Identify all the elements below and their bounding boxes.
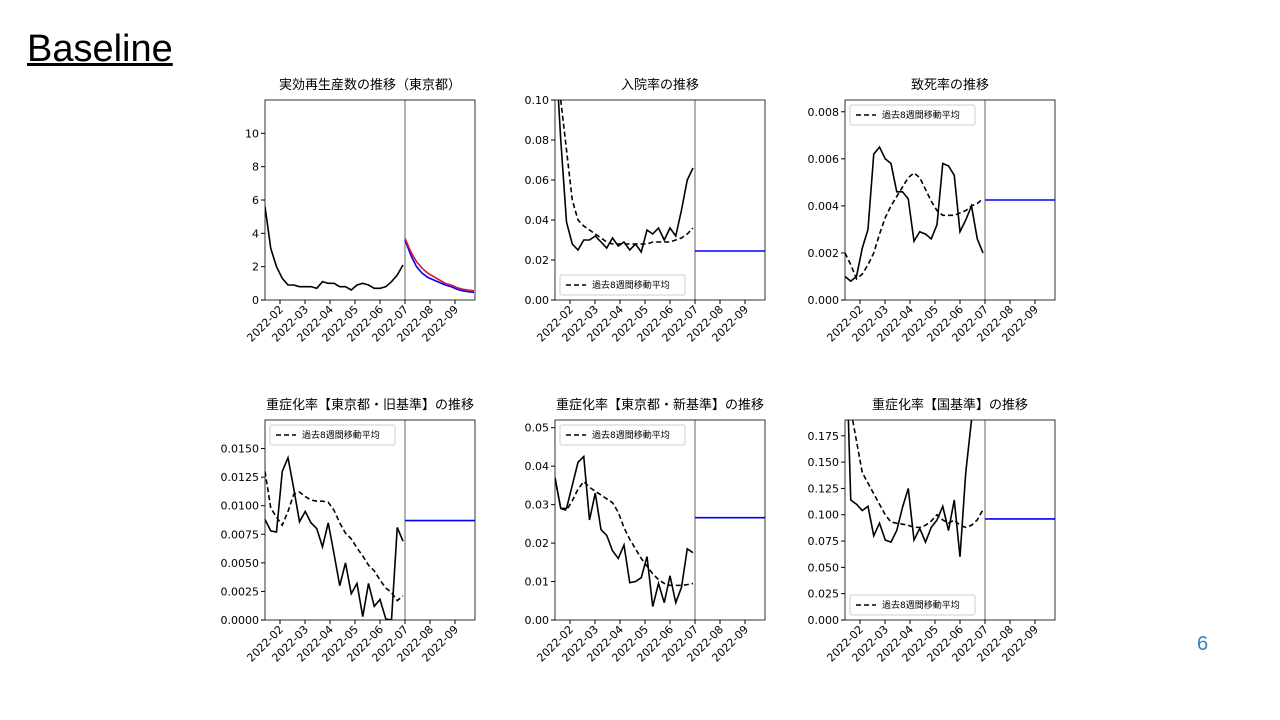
legend: 過去8週間移動平均 [559,424,686,446]
legend-box [269,424,396,446]
y-tick-label: 0.06 [525,174,550,187]
y-tick-label: 0.175 [808,430,840,443]
chart-title: 重症化率【東京都・新基準】の推移 [556,397,764,413]
series-line [847,420,973,557]
legend: 過去8週間移動平均 [269,424,396,446]
legend-label: 過去8週間移動平均 [882,599,960,611]
legend: 過去8週間移動平均 [849,104,976,126]
chart-panel: 重症化率【東京都・新基準】の推移 0.00 0.01 0.02 0.03 0.04 0.05… [525,397,766,665]
plot-area [557,100,765,254]
y-tick-label: 0.008 [808,106,840,119]
plot-frame [844,419,1056,621]
plot-frame [554,99,766,301]
y-tick-label: 0.000 [808,294,840,307]
series-line [555,477,694,587]
legend-box [849,594,976,616]
series-line [404,238,475,292]
y-tick-label: 0.150 [808,456,840,469]
page-number: 6 [1197,633,1209,655]
y-tick-label: 0.0025 [221,585,260,598]
y-tick-label: 0.04 [525,214,550,227]
plot-area [845,145,1055,283]
y-tick-label: 0.00 [525,294,550,307]
chart-panel: 致死率の推移0.0000.0020.0040.0060.0082022-0220… [808,77,1056,345]
chart-panel: 入院率の推移0.000.020.040.060.080.102022-02202… [525,77,766,345]
slide-title: Baseline [27,28,173,70]
y-tick-label: 0.050 [808,561,840,574]
plot-frame [554,419,766,621]
legend: 過去8週間移動平均 [559,274,686,296]
y-tick-label: 6 [252,194,259,207]
series-line [404,239,475,294]
y-tick-label: 0.05 [525,422,550,435]
y-tick-label: 0.100 [808,509,840,522]
series-line [559,100,694,245]
plot-area [265,454,475,620]
legend-label: 過去8週間移動平均 [302,429,380,441]
chart-title: 入院率の推移 [621,77,699,93]
y-tick-label: 0.004 [808,200,840,213]
y-tick-label: 0.02 [525,254,550,267]
y-tick-label: 0.006 [808,153,840,166]
legend-label: 過去8週間移動平均 [592,279,670,291]
y-tick-label: 4 [252,227,259,240]
series-line [555,454,694,607]
chart-title: 実効再生産数の推移（東京都） [279,77,461,93]
y-tick-label: 0.08 [525,134,550,147]
y-tick-label: 8 [252,161,259,174]
chart-panel: 重症化率【国基準】の推移 0.000 0.025 0.050 0.075 0.100 0.1… [808,397,1056,665]
y-tick-label: 0.002 [808,247,840,260]
plot-area [847,420,1055,557]
chart-title: 重症化率【東京都・旧基準】の推移 [266,397,474,413]
y-tick-label: 0.0100 [221,500,260,513]
plot-frame [844,99,1056,301]
y-tick-label: 0.03 [525,499,550,512]
y-tick-label: 0.025 [808,588,840,601]
series-line [265,206,404,291]
series-line [845,145,984,283]
y-tick-label: 0.04 [525,460,550,473]
y-tick-label: 0 [252,294,259,307]
y-tick-label: 0.10 [525,94,550,107]
chart-title: 致死率の推移 [911,77,989,93]
chart-panel: 実効再生産数の推移（東京都）02468102022-022022-032022-… [244,77,476,345]
legend: 過去8週間移動平均 [849,594,976,616]
y-tick-label: 0.0000 [221,614,260,627]
chart-panel: 重症化率【東京都・旧基準】の推移 0.0000 0.0025 0.0050 0.0075… [221,397,476,665]
y-tick-label: 0.0125 [221,471,260,484]
plot-area [555,454,765,607]
legend-box [559,274,686,296]
y-tick-label: 0.0050 [221,557,260,570]
series-line [265,471,404,602]
series-line [851,420,984,529]
y-tick-label: 0.01 [525,576,550,589]
y-tick-label: 0.125 [808,482,840,495]
chart-title: 重症化率【国基準】の推移 [872,397,1028,413]
series-line [265,454,404,620]
series-line [845,171,984,281]
y-tick-label: 0.000 [808,614,840,627]
series-line [557,100,694,254]
legend-label: 過去8週間移動平均 [592,429,670,441]
y-tick-label: 0.0150 [221,443,260,456]
plot-area [265,206,475,294]
y-tick-label: 0.075 [808,535,840,548]
legend-box [559,424,686,446]
legend-label: 過去8週間移動平均 [882,109,960,121]
y-tick-label: 0.00 [525,614,550,627]
legend-box [849,104,976,126]
plot-frame [264,99,476,301]
y-tick-label: 2 [252,261,259,274]
y-tick-label: 0.0075 [221,528,260,541]
plot-frame [264,419,476,621]
y-tick-label: 0.02 [525,537,550,550]
y-tick-label: 10 [245,127,259,140]
